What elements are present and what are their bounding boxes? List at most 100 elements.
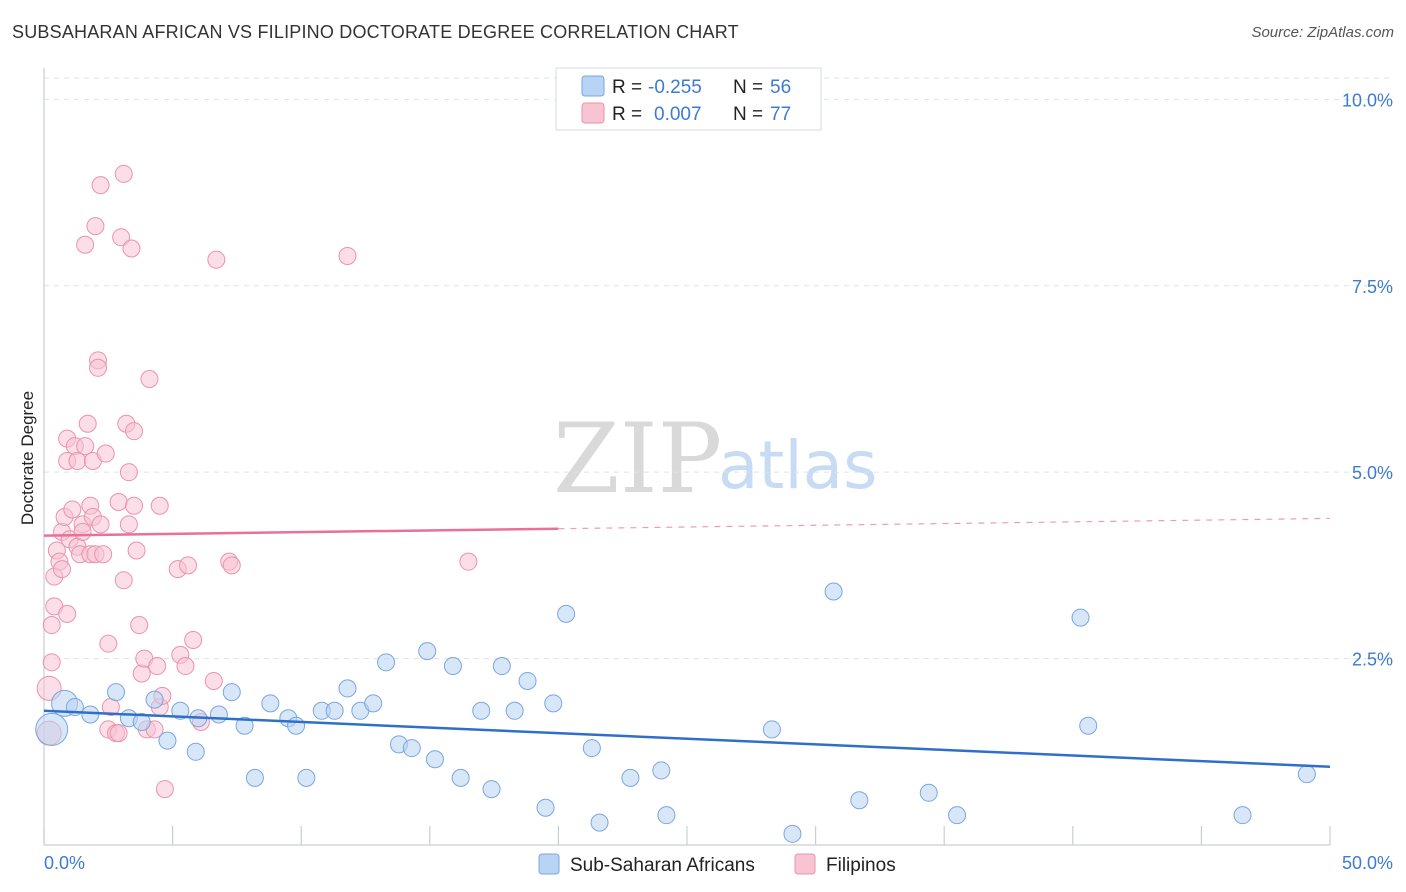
data-point [35, 712, 69, 746]
series-legend: Sub-Saharan Africans Filipinos [538, 853, 896, 876]
stats-legend: R = -0.255 N = 56 R = 0.007 N = 77 [555, 67, 822, 131]
data-point [81, 705, 100, 724]
data-point [544, 694, 563, 713]
data-point [652, 761, 671, 780]
data-point [325, 701, 344, 720]
x-tick-label-max: 50.0% [1342, 853, 1393, 873]
data-point [89, 358, 108, 377]
y-tick-label: 7.5% [1352, 277, 1393, 297]
data-point [425, 750, 444, 769]
data-point [338, 679, 357, 698]
data-point [68, 452, 87, 470]
data-point [186, 742, 205, 761]
legend-n-label-pink: N = [733, 104, 763, 125]
series-legend-swatch-pink [794, 853, 816, 875]
data-point [91, 515, 110, 534]
data-point [1297, 765, 1316, 784]
data-point [122, 239, 141, 258]
data-point [107, 683, 126, 702]
y-tick-labels: 2.5% 5.0% 7.5% 10.0% [1342, 90, 1393, 669]
legend-r-value-blue: -0.255 [648, 77, 702, 98]
data-point [132, 712, 151, 731]
data-point [114, 571, 133, 590]
data-point [109, 493, 128, 512]
data-point [78, 414, 97, 433]
data-point [235, 716, 254, 735]
trendlines [43, 517, 1331, 768]
gridlines [44, 77, 1393, 660]
data-point [1233, 806, 1252, 825]
data-point [518, 671, 537, 690]
y-tick-label: 10.0% [1342, 90, 1393, 110]
data-point [287, 716, 306, 735]
y-tick-label: 2.5% [1352, 650, 1393, 670]
data-point [119, 515, 138, 534]
data-point [364, 694, 383, 713]
data-point [114, 164, 133, 183]
data-point [42, 616, 61, 635]
data-point [762, 720, 781, 739]
data-point [418, 642, 437, 661]
data-point [150, 496, 169, 515]
data-point [94, 545, 113, 564]
data-point [621, 768, 640, 787]
legend-n-value-pink: 77 [770, 104, 791, 125]
data-point [184, 630, 203, 649]
legend-swatch-pink [581, 102, 605, 124]
data-point [145, 690, 164, 709]
y-axis-title: Doctorate Degree [18, 391, 37, 525]
chart-title: SUBSAHARAN AFRICAN VS FILIPINO DOCTORATE… [12, 22, 739, 42]
data-point [125, 496, 144, 515]
series-legend-label-pink: Filipinos [826, 855, 896, 876]
source-label: Source: ZipAtlas.com [1251, 24, 1394, 41]
data-point [1071, 608, 1090, 627]
data-point [590, 813, 609, 832]
data-point [91, 176, 110, 195]
filipinos-points [36, 164, 478, 799]
data-point [850, 791, 869, 810]
data-point [125, 422, 144, 441]
data-point [109, 724, 128, 743]
data-point [76, 235, 95, 254]
data-point [42, 653, 61, 672]
data-point [557, 604, 576, 623]
data-point [130, 616, 149, 635]
data-point [96, 444, 115, 463]
data-point [148, 657, 167, 676]
data-point [459, 552, 478, 571]
data-point [132, 664, 151, 683]
data-point [505, 701, 524, 720]
data-point [119, 463, 138, 482]
data-point [179, 556, 198, 575]
y-tick-label: 5.0% [1352, 463, 1393, 483]
data-point [73, 522, 92, 541]
data-point [919, 783, 938, 802]
data-point [140, 369, 159, 388]
legend-r-label-pink: R = [612, 104, 642, 125]
watermark-zip: ZIP [553, 403, 722, 515]
data-point [451, 768, 470, 787]
data-point [402, 739, 421, 758]
legend-swatch-blue [581, 75, 605, 97]
data-point [155, 780, 174, 799]
subsaharan-trendline [43, 709, 1331, 768]
data-point [297, 768, 316, 787]
data-point [783, 824, 802, 843]
series-legend-swatch-blue [538, 853, 560, 875]
data-point [536, 798, 555, 817]
data-point [63, 500, 82, 519]
series-legend-label-blue: Sub-Saharan Africans [570, 855, 755, 876]
data-point [53, 560, 72, 579]
data-point [76, 437, 95, 456]
data-point [338, 246, 357, 265]
data-point [582, 739, 601, 758]
x-tick-label-min: 0.0% [44, 853, 85, 873]
data-point [261, 694, 280, 713]
data-point [492, 657, 511, 676]
data-point [482, 780, 501, 799]
data-point [472, 701, 491, 720]
data-point [1079, 716, 1098, 735]
data-point [176, 657, 195, 676]
data-point [824, 582, 843, 601]
legend-r-value-pink: 0.007 [654, 104, 702, 125]
